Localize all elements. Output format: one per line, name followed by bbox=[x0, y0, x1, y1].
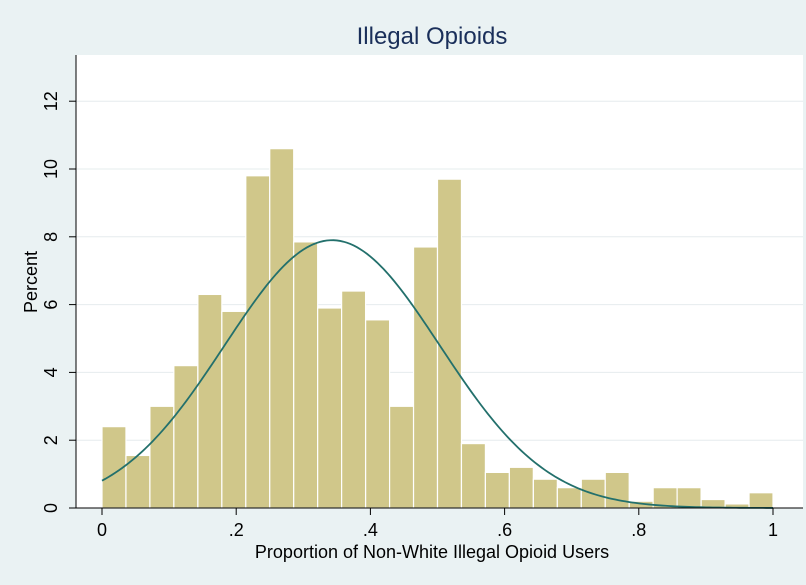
x-axis-ticks: 0 .2 .4 .6 .8 1 bbox=[97, 508, 778, 540]
histogram-bar bbox=[293, 241, 319, 509]
normal-density-curve bbox=[101, 239, 774, 509]
y-tick-label: 4 bbox=[41, 367, 61, 377]
histogram-bar bbox=[388, 405, 415, 509]
histogram-bar bbox=[556, 487, 582, 509]
histogram-bar bbox=[436, 178, 463, 509]
histogram-bar bbox=[748, 492, 774, 509]
histogram-bar bbox=[460, 442, 487, 509]
x-axis-label: Proportion of Non-White Illegal Opioid U… bbox=[255, 542, 609, 562]
x-tick-label: .2 bbox=[229, 520, 244, 540]
histogram-bar bbox=[365, 319, 391, 509]
histogram-bar bbox=[197, 293, 223, 509]
histogram-bar bbox=[341, 290, 367, 509]
x-tick-label: .6 bbox=[497, 520, 512, 540]
y-tick-label: 12 bbox=[41, 91, 61, 111]
histogram-bar bbox=[221, 310, 247, 509]
x-tick-label: .8 bbox=[631, 520, 646, 540]
y-axis-label: Percent bbox=[21, 251, 41, 313]
histogram-bar bbox=[317, 307, 343, 509]
histogram-bar bbox=[412, 246, 439, 509]
histogram-bar bbox=[676, 487, 702, 509]
histogram-bar bbox=[604, 471, 630, 509]
x-tick-label: 1 bbox=[768, 520, 778, 540]
x-tick-label: .4 bbox=[363, 520, 378, 540]
histogram-bar bbox=[173, 365, 199, 509]
y-tick-label: 2 bbox=[41, 435, 61, 445]
y-axis-ticks: 0 2 4 6 8 10 12 bbox=[41, 91, 76, 513]
histogram-bar bbox=[532, 478, 558, 509]
y-tick-label: 8 bbox=[41, 232, 61, 242]
y-tick-label: 0 bbox=[41, 503, 61, 513]
histogram-bar bbox=[269, 148, 295, 509]
y-tick-label: 10 bbox=[41, 159, 61, 179]
histogram-bar bbox=[245, 175, 271, 509]
histogram-bars bbox=[101, 148, 774, 509]
axes bbox=[75, 55, 803, 509]
chart-title: Illegal Opioids bbox=[357, 23, 508, 50]
histogram-bar bbox=[508, 466, 534, 509]
x-tick-label: 0 bbox=[97, 520, 107, 540]
y-tick-label: 6 bbox=[41, 300, 61, 310]
histogram-bar bbox=[484, 471, 510, 509]
